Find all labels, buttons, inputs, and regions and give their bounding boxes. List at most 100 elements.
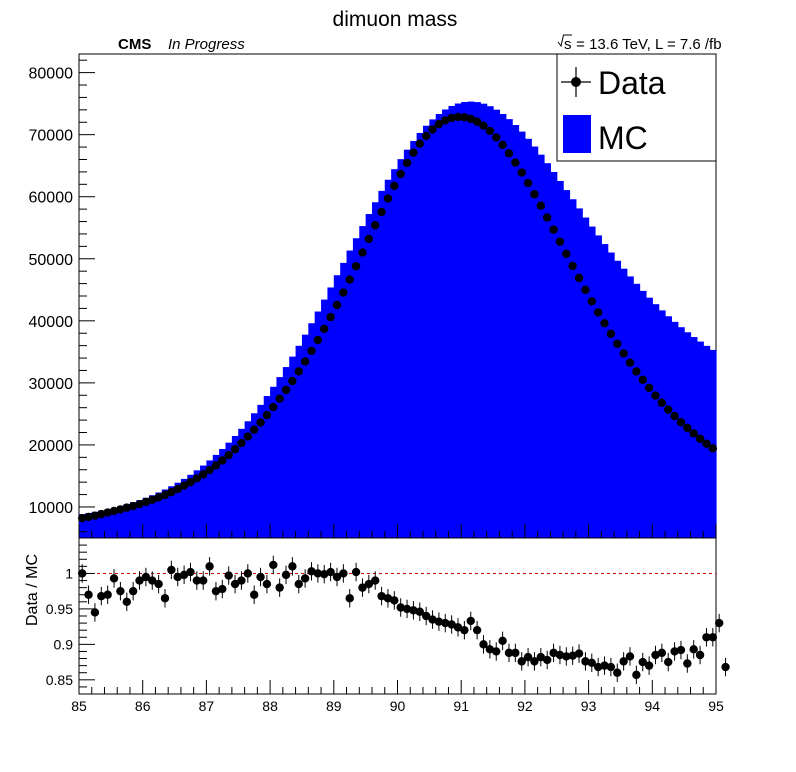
mc-bar [149, 495, 157, 538]
data-point [670, 411, 679, 421]
mc-bar [658, 310, 666, 538]
ratio-point [638, 657, 647, 667]
ratio-point [173, 572, 182, 582]
x-tick-label: 89 [326, 698, 342, 714]
mc-bar [544, 163, 551, 538]
ratio-y-tick-label: 1 [65, 565, 73, 581]
mc-bar [155, 492, 163, 538]
ratio-point [192, 576, 202, 585]
data-point [593, 308, 603, 317]
data-point [109, 506, 119, 516]
mc-bar [397, 159, 405, 538]
data-point [103, 508, 112, 517]
data-point [249, 425, 259, 434]
ratio-point [148, 576, 157, 585]
x-tick-label: 88 [262, 698, 278, 714]
mc-bar [193, 470, 201, 538]
mc-bar [505, 119, 513, 539]
mc-bar [257, 404, 265, 538]
data-point [542, 213, 552, 222]
mc-bar [85, 512, 93, 538]
data-point [262, 410, 272, 420]
data-point [288, 376, 297, 386]
mc-bar [200, 465, 207, 538]
mc-bar [244, 421, 252, 538]
data-point [192, 474, 202, 483]
ratio-point [453, 623, 463, 632]
mc-bar [416, 132, 424, 539]
mc-bar [250, 413, 258, 538]
data-point [326, 312, 335, 322]
mc-bar [575, 208, 583, 538]
ratio-point [326, 567, 335, 577]
mc-bar [493, 109, 501, 538]
mc-bar [321, 299, 329, 538]
ratio-point [542, 655, 552, 665]
mc-bar [282, 367, 290, 538]
ratio-point [466, 616, 475, 626]
ratio-point [135, 576, 144, 585]
ratio-point [479, 640, 488, 649]
mc-bar [346, 250, 354, 539]
mc-bar [607, 252, 615, 538]
ratio-point [396, 603, 405, 612]
ratio-point [262, 579, 272, 589]
ratio-point [371, 576, 380, 585]
ratio-point [683, 659, 692, 668]
data-point [409, 148, 418, 157]
x-tick-label: 95 [708, 698, 724, 714]
ratio-y-tick-label: 0.95 [46, 601, 73, 617]
ratio-point [485, 645, 495, 654]
data-point [676, 418, 686, 427]
data-point [199, 470, 208, 479]
mc-bar [499, 113, 507, 538]
data-point [160, 490, 170, 500]
mc-bar [231, 435, 239, 538]
ratio-point [447, 620, 456, 629]
ratio-point [179, 570, 189, 580]
data-point [351, 262, 361, 271]
ratio-point [199, 576, 208, 585]
mc-bar [709, 349, 717, 538]
data-point [460, 113, 469, 122]
mc-bar [594, 235, 602, 538]
data-point [313, 335, 323, 345]
data-point [485, 126, 495, 136]
mc-bar [98, 510, 106, 538]
data-point [116, 505, 125, 514]
data-point [141, 497, 151, 507]
data-point [275, 394, 284, 403]
ratio-point [511, 648, 520, 658]
data-point [421, 131, 431, 141]
mc-bar [550, 171, 558, 538]
data-point [434, 119, 444, 129]
mc-bar [652, 304, 660, 538]
mc-bar [289, 356, 297, 538]
y-tick-label: 80000 [29, 66, 74, 83]
ratio-point [218, 584, 227, 594]
ratio-point [364, 579, 374, 589]
mc-bar [429, 119, 437, 538]
ratio-point [313, 569, 323, 578]
mc-bar [524, 138, 532, 538]
ratio-point [593, 662, 603, 672]
mc-bar [79, 514, 86, 538]
ratio-y-axis-label: Data / MC [24, 554, 41, 626]
data-point [530, 190, 539, 199]
mc-bar [225, 442, 233, 538]
ratio-y-axis: 0.85 0.9 0.95 1 [46, 537, 95, 695]
main-y-axis: 10000 20000 30000 40000 50000 60000 70000 80000 [29, 59, 95, 533]
ratio-point [536, 652, 546, 662]
data-point [613, 339, 622, 348]
mc-bar [677, 327, 685, 538]
data-point [294, 367, 303, 376]
data-point [708, 444, 718, 453]
ratio-point [160, 594, 170, 603]
data-point [97, 509, 106, 519]
mc-bar [238, 428, 246, 538]
ratio-point [390, 596, 399, 605]
data-point [237, 438, 246, 448]
mc-bar [123, 504, 131, 538]
data-point [224, 450, 233, 460]
